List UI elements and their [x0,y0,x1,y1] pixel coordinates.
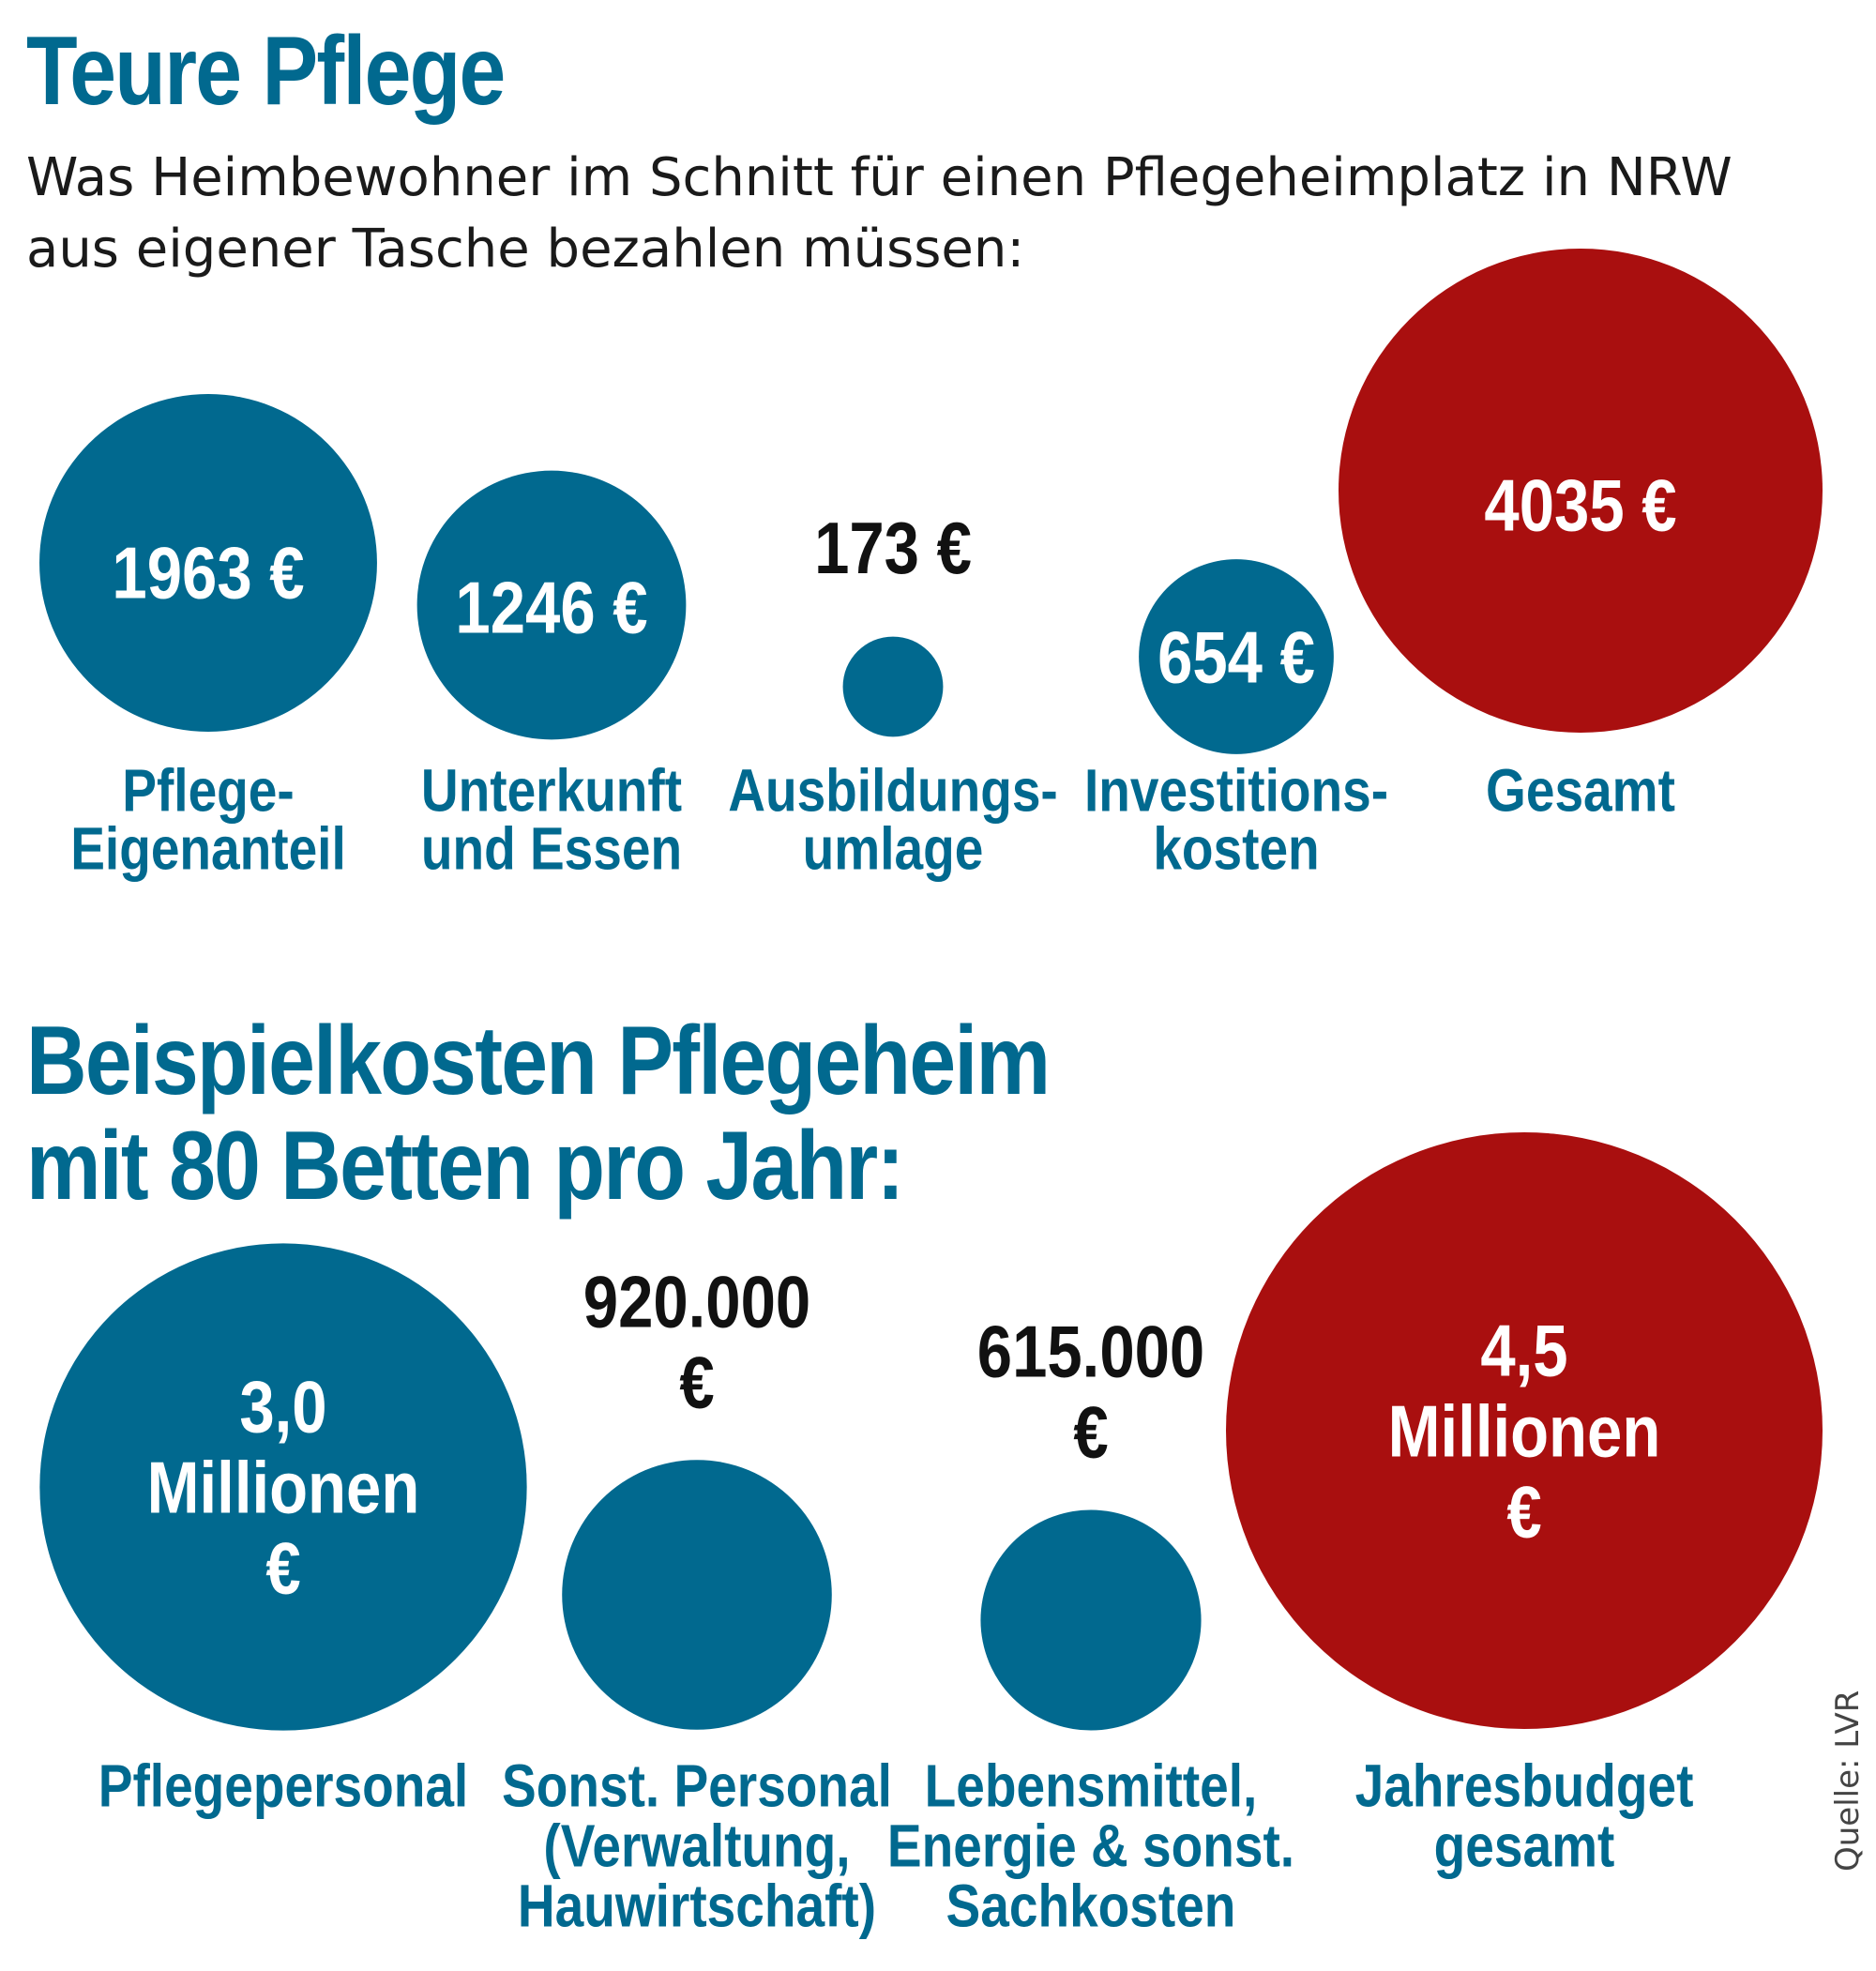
category-label-0-4: Gesamt [1486,756,1675,824]
category-label-0-1: Unterkunft und Essen [421,756,682,882]
category-label-1-1: Sonst. Personal (Verwaltung, Hauwirtschaft… [502,1751,892,1939]
second-chart-title: Beispielkosten Pflegeheim mit 80 Betten … [26,1007,1051,1221]
value-label-0-0: 1963 € [112,533,304,614]
category-label-0-0: Pflege-Eigenanteil [70,756,346,882]
second-chart-title-line-2: mit 80 Betten pro Jahr: [26,1112,904,1221]
value-label-0-4: 4035 € [1484,465,1676,547]
bubble-0-3 [1139,559,1334,754]
bubble-1-2 [980,1509,1202,1731]
bubble-1-3 [1226,1132,1823,1729]
category-label-1-3: Jahresbudget gesamt [1355,1751,1694,1879]
value-label-1-1: 920.000 € [583,1262,810,1424]
bubble-0-4 [1339,249,1823,733]
value-label-1-0: 3,0 Millionen € [147,1367,420,1610]
value-label-0-3: 654 € [1157,617,1315,699]
second-chart-title-line-1: Beispielkosten Pflegeheim [26,1007,1051,1115]
bubble-1-1 [562,1460,832,1730]
chart-title: Teure Pflege [26,17,506,126]
bubble-0-2 [842,636,944,737]
category-label-1-2: Lebensmittel, Energie & sonst. Sachkosten [887,1751,1294,1939]
category-label-0-3: Investitions-kosten [1084,756,1388,882]
category-label-0-2: Ausbildungs-umlage [728,756,1058,882]
value-label-0-1: 1246 € [455,568,647,649]
category-label-1-0: Pflegepersonal [98,1751,468,1819]
bubble-0-0 [39,394,377,732]
value-label-1-2: 615.000 € [977,1311,1204,1474]
bubble-1-0 [39,1243,527,1731]
source-note: Quelle: LVR [1829,1690,1867,1872]
bubble-0-1 [416,470,687,740]
chart-subtitle: Was Heimbewohner im Schnitt für einen Pf… [26,147,1732,280]
value-label-0-2: 173 € [814,508,972,589]
value-label-1-3: 4,5 Millionen € [1388,1311,1661,1554]
